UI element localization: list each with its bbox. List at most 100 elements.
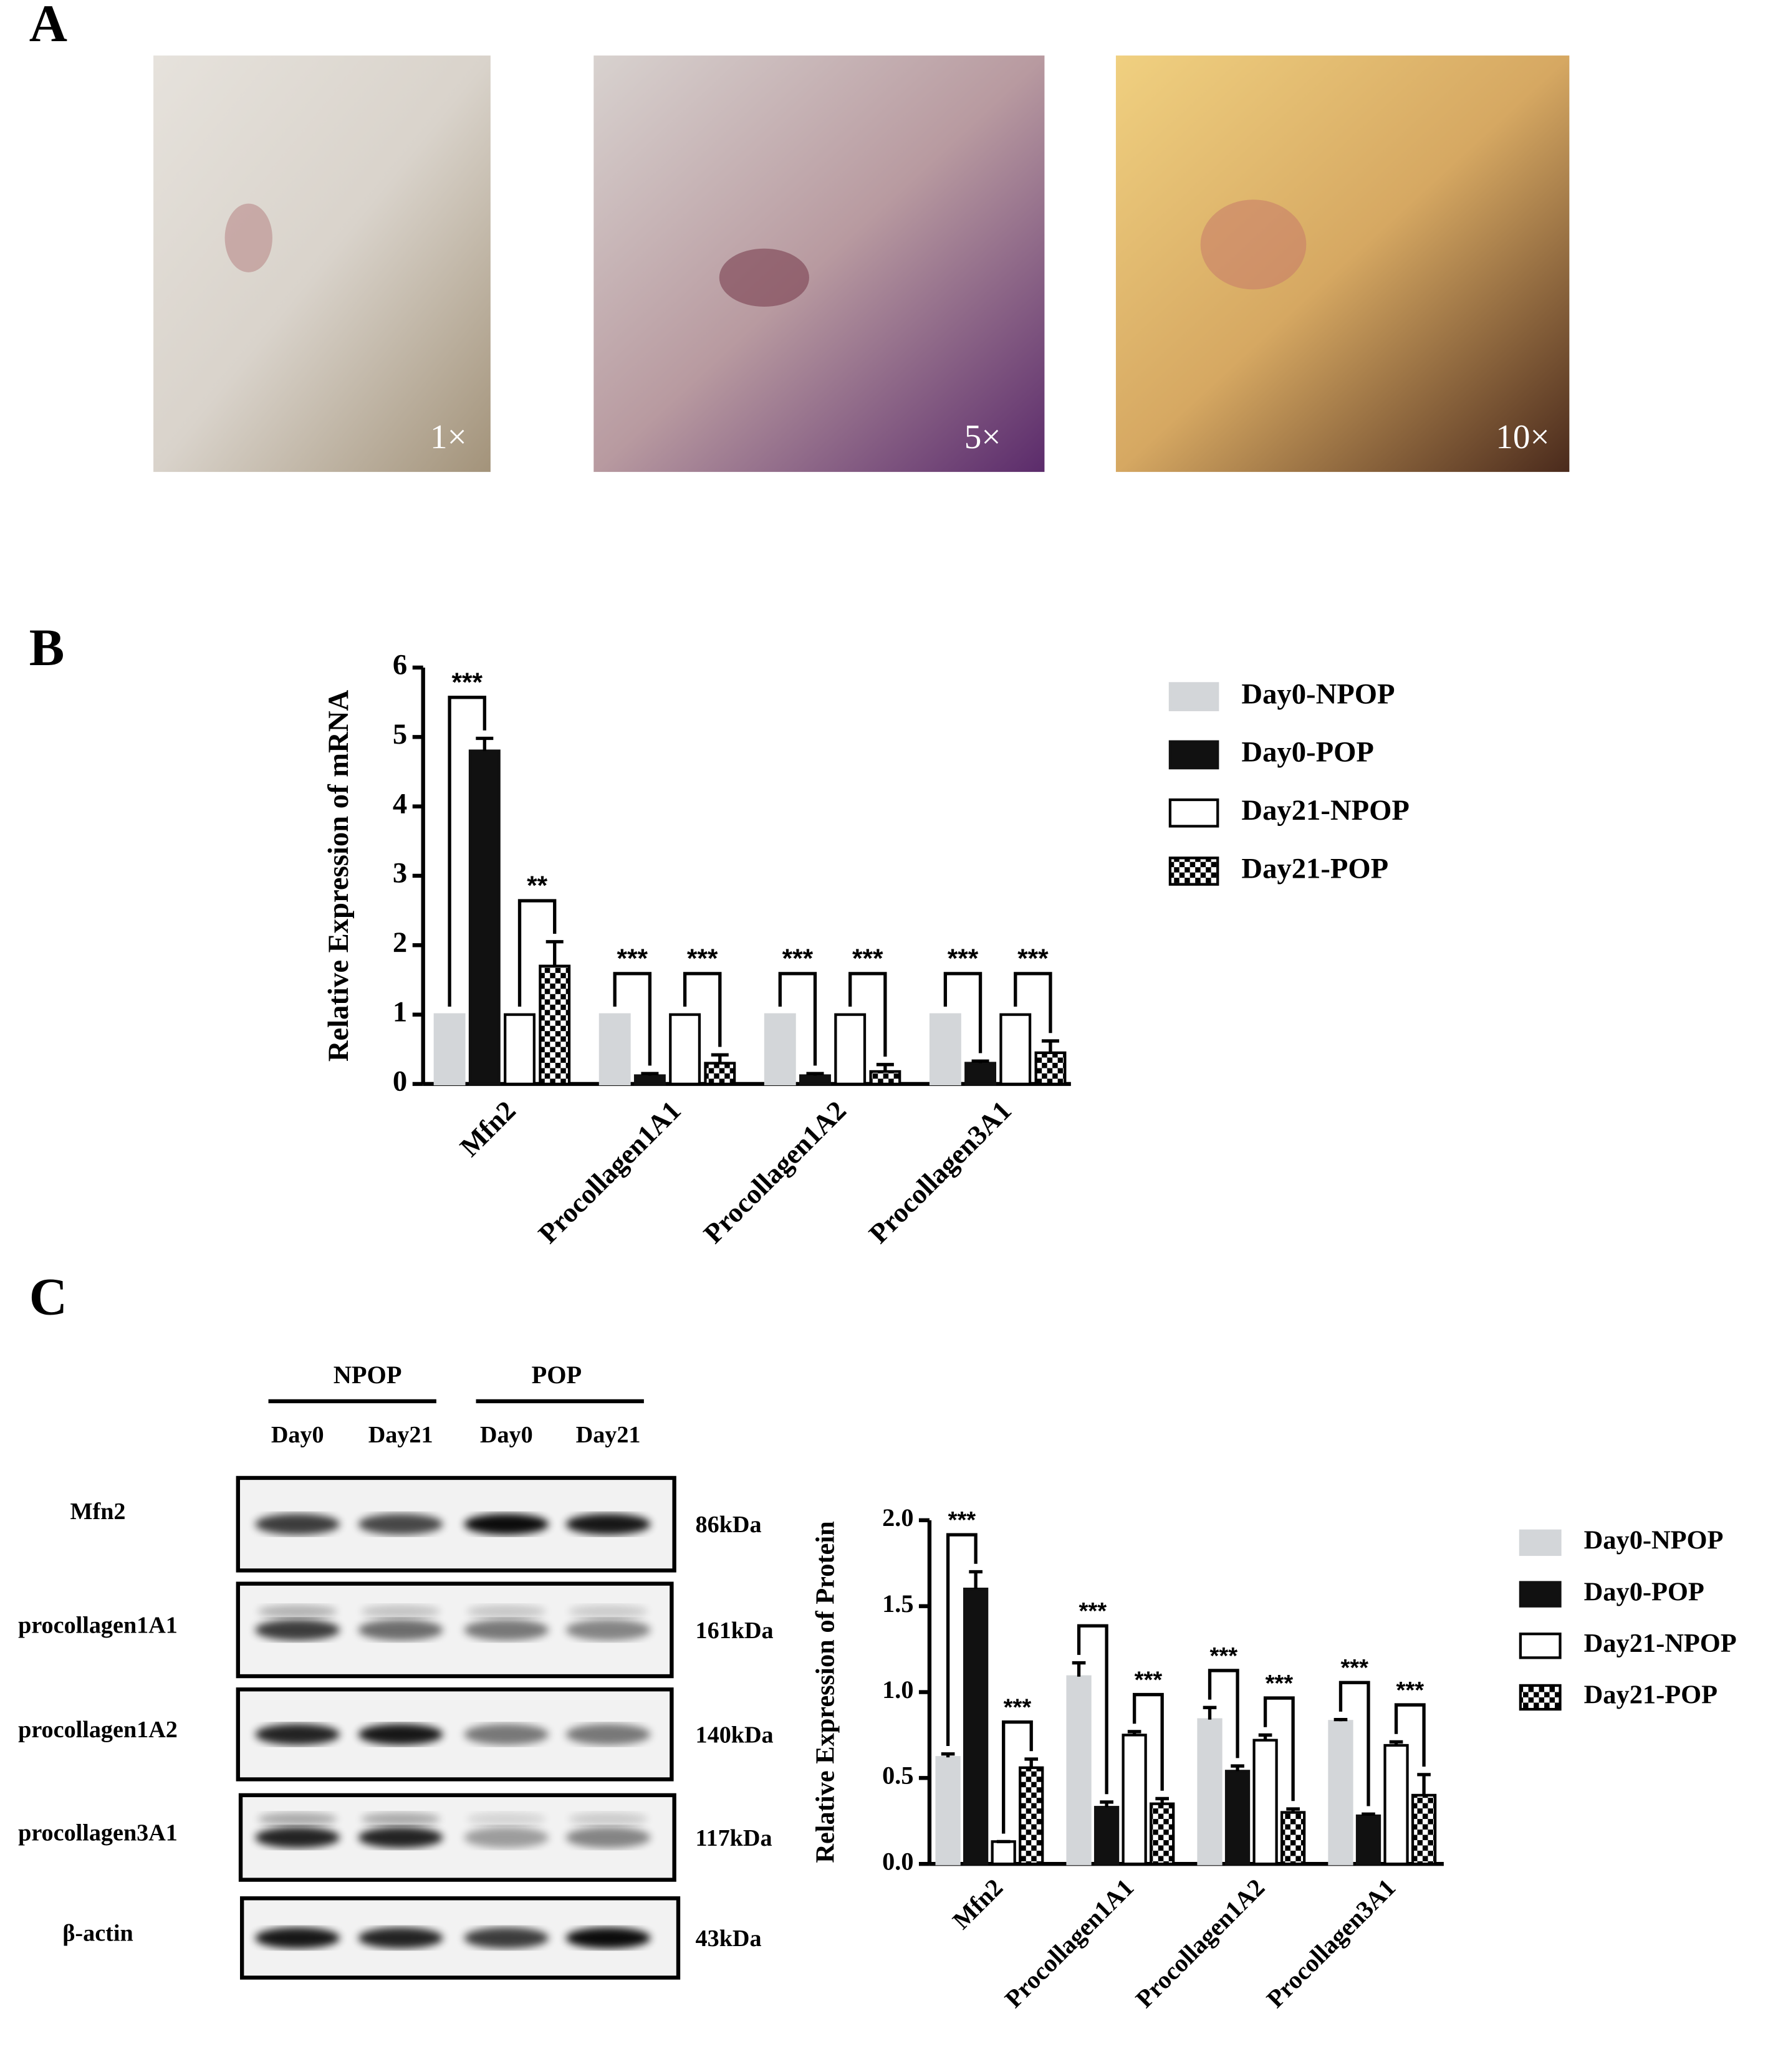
blot-band — [565, 1619, 651, 1641]
blot-lane: Day21 — [368, 1422, 433, 1448]
x-tick-label: Procollagen3A1 — [1261, 1873, 1401, 2013]
bar — [1224, 1770, 1251, 1866]
significance-bracket — [1394, 1703, 1426, 1767]
significance-bracket — [1338, 1681, 1370, 1806]
legend-swatch — [1168, 740, 1219, 770]
y-axis-label: Relative Expression of mRNA — [322, 689, 355, 1062]
significance-bracket — [946, 1533, 978, 1747]
blot-band — [464, 1927, 549, 1949]
significance-label: *** — [782, 944, 814, 973]
significance-label: *** — [852, 944, 883, 973]
significance-bracket — [517, 899, 557, 1007]
blot-band — [255, 1927, 340, 1949]
significance-label: *** — [1135, 1666, 1163, 1693]
bar — [764, 1013, 796, 1086]
y-tick-label: 1.0 — [882, 1676, 913, 1704]
error-bar — [941, 1752, 955, 1758]
error-bar — [711, 1053, 729, 1063]
bar — [1150, 1802, 1175, 1866]
significance-bracket — [1077, 1624, 1108, 1795]
significance-bracket — [1208, 1669, 1239, 1758]
x-tick-label: Procollagen1A2 — [1130, 1873, 1270, 2013]
bar — [1093, 1806, 1120, 1866]
legend-label: Day21-NPOP — [1241, 794, 1409, 827]
legend-swatch — [1519, 1684, 1562, 1711]
error-bar — [476, 736, 494, 751]
x-tick-label: Procollagen1A2 — [698, 1095, 852, 1249]
bar — [963, 1587, 989, 1866]
photo-label: 5× — [964, 418, 1001, 456]
blot-band — [257, 1604, 337, 1618]
error-bar — [876, 1063, 894, 1072]
blot-band — [361, 1604, 441, 1618]
bar — [1066, 1675, 1092, 1866]
significance-bracket — [1263, 1696, 1295, 1801]
photo — [593, 55, 1045, 472]
significance-bracket — [1132, 1692, 1164, 1791]
bar — [869, 1070, 901, 1086]
blot-band — [358, 1826, 443, 1848]
x-tick-label: Procollagen1A1 — [532, 1095, 687, 1249]
significance-label: *** — [1079, 1598, 1107, 1624]
panel-label: C — [29, 1267, 67, 1326]
significance-label: *** — [687, 944, 718, 973]
bar — [999, 1013, 1032, 1086]
bar — [504, 1013, 536, 1086]
blot-band — [464, 1826, 549, 1848]
bar — [1411, 1793, 1437, 1866]
blot-band — [466, 1812, 546, 1826]
blot-size: 117kDa — [696, 1825, 772, 1851]
panel-label: B — [29, 618, 65, 677]
bar — [468, 749, 501, 1086]
significance-bracket — [1014, 972, 1052, 1034]
error-bar — [969, 1570, 983, 1590]
bar — [633, 1074, 666, 1086]
blot-band — [358, 1513, 443, 1535]
significance-bracket — [778, 972, 817, 1066]
photo-label: 1× — [430, 418, 467, 456]
blot-band — [255, 1724, 340, 1745]
blot-protein: procollagen3A1 — [18, 1820, 178, 1846]
error-bar — [1024, 1757, 1039, 1768]
error-bar — [1041, 1039, 1059, 1053]
blot-band — [464, 1619, 549, 1641]
bar — [1328, 1720, 1353, 1866]
error-bar — [806, 1072, 824, 1076]
photo-detail — [224, 203, 272, 272]
error-bar — [1072, 1661, 1086, 1677]
blot-size: 86kDa — [696, 1512, 762, 1538]
significance-label: *** — [1266, 1670, 1294, 1697]
blot-lane: Day21 — [576, 1422, 641, 1448]
blot-lane: Day0 — [480, 1422, 533, 1448]
blot-band — [257, 1812, 337, 1826]
blot-protein: procollagen1A1 — [18, 1612, 178, 1638]
legend-swatch — [1519, 1633, 1562, 1659]
bar — [1197, 1718, 1223, 1866]
bar — [834, 1013, 867, 1086]
blot-band — [466, 1604, 546, 1618]
blot-band — [361, 1812, 441, 1826]
blot-group: NPOP — [334, 1361, 402, 1389]
x-tick-label: Mfn2 — [947, 1873, 1008, 1934]
bar — [1280, 1811, 1306, 1866]
significance-label: *** — [948, 944, 979, 973]
blot-band — [565, 1927, 651, 1949]
blot-band — [565, 1724, 651, 1745]
error-bar — [1203, 1705, 1217, 1720]
y-tick-label: 2.0 — [882, 1504, 913, 1532]
error-bar — [1231, 1764, 1244, 1772]
y-tick-label: 0 — [393, 1065, 407, 1098]
blot-band — [255, 1619, 340, 1641]
y-tick-label: 1 — [393, 995, 407, 1028]
y-tick-label: 1.5 — [882, 1590, 913, 1618]
significance-bracket — [848, 972, 887, 1057]
error-bar — [1258, 1733, 1272, 1740]
blot-band — [565, 1826, 651, 1848]
blot-protein: Mfn2 — [70, 1499, 125, 1525]
bar — [1034, 1051, 1067, 1086]
error-bar — [1100, 1800, 1113, 1808]
significance-bracket — [1002, 1720, 1033, 1834]
error-bar — [1389, 1740, 1403, 1745]
bar — [929, 1013, 961, 1086]
panel-label: A — [29, 0, 67, 53]
